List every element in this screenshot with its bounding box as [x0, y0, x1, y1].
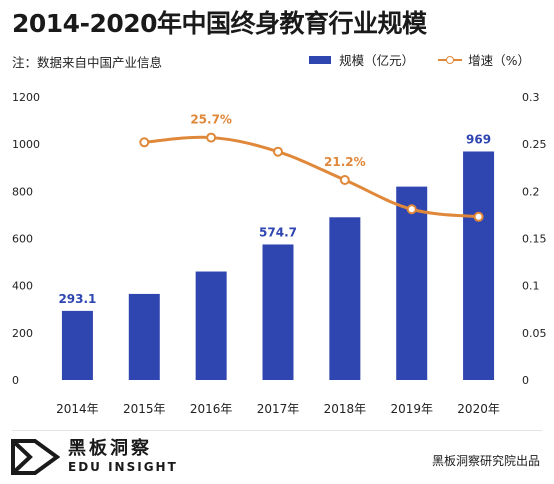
y-left-tick-label: 800	[12, 185, 33, 198]
bar	[195, 271, 227, 380]
line-data-label: 25.7%	[190, 113, 232, 127]
y-left-tick-label: 1200	[12, 91, 40, 104]
y-left-tick-label: 1000	[12, 138, 40, 151]
line-point	[406, 204, 417, 215]
brand-name-cn: 黑板洞察	[68, 438, 152, 459]
source-note: 注：数据来自中国产业信息	[12, 55, 163, 70]
combo-chart: 0 200 400 600 800 1000 1200 0 0.05 0.1 0.15 0.2 0.25…	[12, 91, 547, 416]
brand-name-en: EDU INSIGHT	[68, 460, 178, 474]
x-tick-label: 2015年	[123, 402, 166, 416]
legend: 规模（亿元） 增速（%）	[285, 50, 530, 69]
x-tick-label: 2016年	[190, 402, 233, 416]
y-right-tick-label: 0.3	[522, 91, 540, 104]
y-left-tick-label: 600	[12, 233, 33, 246]
x-tick-label: 2017年	[257, 402, 300, 416]
bar	[61, 310, 93, 380]
line-point	[339, 175, 350, 186]
y-right-tick-label: 0.2	[522, 185, 540, 198]
y-right-tick-label: 0.15	[522, 233, 547, 246]
bar-data-label: 574.7	[259, 225, 297, 239]
footer-source: 黑板洞察研究院出品	[431, 454, 540, 468]
bar	[329, 217, 361, 380]
legend-bar-label: 规模（亿元）	[339, 53, 415, 68]
bar-data-label: 293.1	[58, 292, 96, 306]
x-tick-label: 2014年	[56, 402, 99, 416]
chart-title: 2014-2020年中国终身教育行业规模	[12, 9, 427, 38]
footer-divider	[12, 430, 542, 431]
line-point	[139, 137, 150, 148]
legend-line-label: 增速（%）	[468, 53, 530, 68]
y-right-tick-label: 0.05	[522, 327, 547, 340]
legend-item-bar: 规模（亿元）	[309, 50, 414, 69]
bar	[463, 151, 495, 380]
line-point	[473, 211, 484, 222]
line-point	[273, 146, 283, 157]
bar	[128, 293, 160, 380]
legend-bar-swatch	[309, 55, 332, 64]
bar	[396, 186, 428, 380]
x-tick-label: 2020年	[457, 402, 500, 416]
x-tick-label: 2019年	[390, 402, 433, 416]
legend-line-swatch	[438, 53, 463, 67]
y-right-tick-label: 0.25	[522, 138, 547, 151]
y-left-tick-label: 400	[12, 280, 33, 293]
bar-data-label: 969	[466, 132, 491, 146]
bar	[262, 244, 294, 380]
line-data-label: 21.2%	[324, 155, 366, 169]
growth-line	[144, 135, 479, 219]
legend-item-line: 增速（%）	[438, 50, 530, 69]
y-left-tick-label: 200	[12, 327, 33, 340]
x-tick-label: 2018年	[324, 402, 367, 416]
y-right-tick-label: 0.1	[522, 280, 540, 293]
line-point	[206, 132, 217, 143]
y-left-tick-label: 0	[12, 374, 19, 387]
y-right-tick-label: 0	[522, 374, 529, 387]
brand-logo: 黑板洞察 EDU INSIGHT	[10, 438, 178, 476]
play-mark-icon	[11, 439, 60, 475]
